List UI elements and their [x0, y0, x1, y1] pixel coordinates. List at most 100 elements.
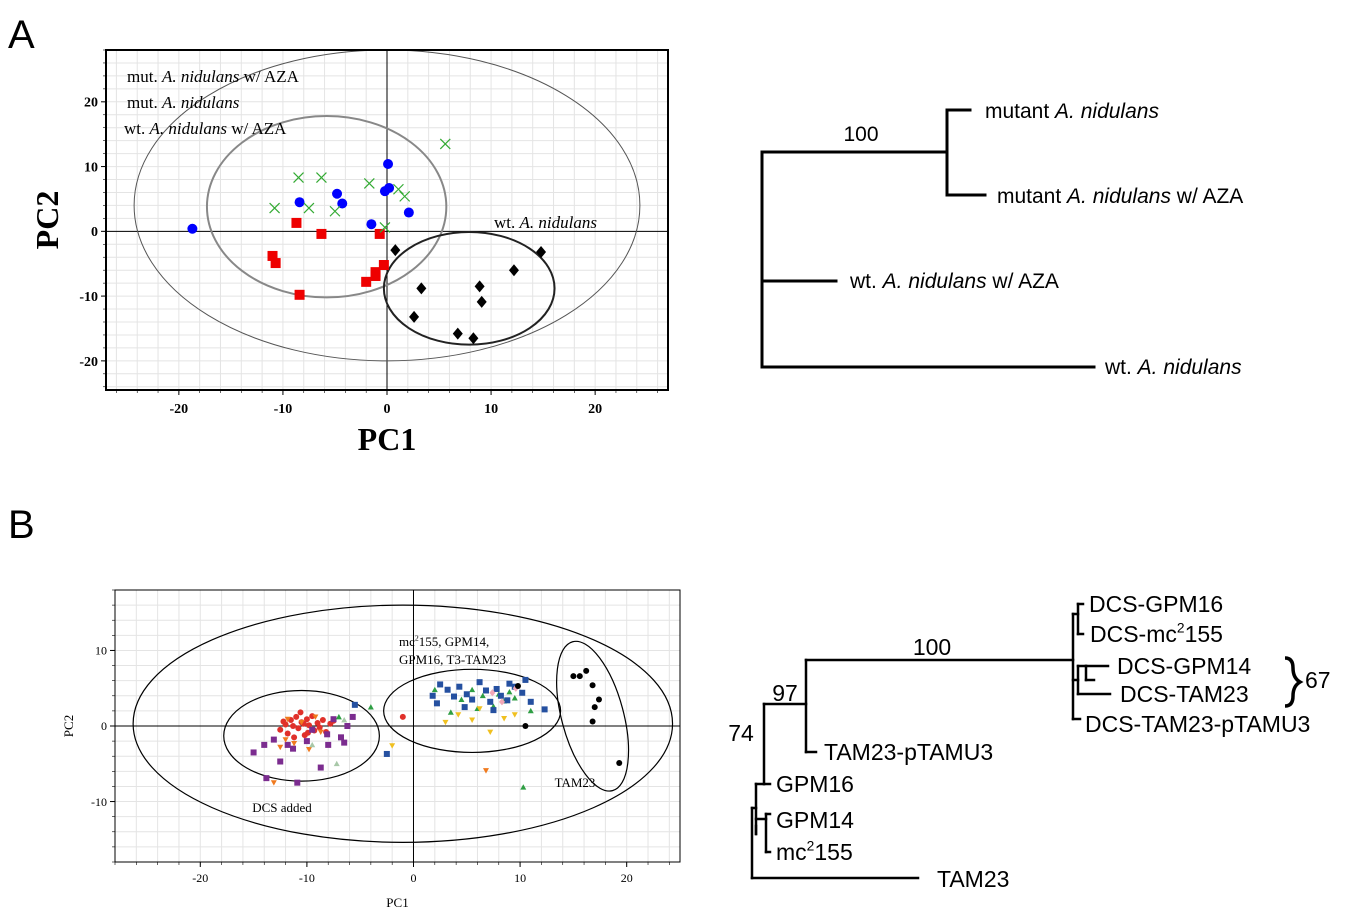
data-point-tri_down	[389, 743, 396, 749]
bootstrap-value: 67	[1305, 667, 1331, 693]
data-point-circle	[403, 207, 414, 218]
bootstrap-value: 100	[913, 634, 951, 660]
data-point-square	[309, 726, 316, 733]
data-point-square	[506, 680, 513, 687]
data-point-square	[490, 707, 497, 714]
x-tick-label: 20	[588, 402, 602, 417]
data-point-circle	[595, 696, 602, 703]
x-axis-label: PC1	[358, 421, 417, 457]
data-point-square	[303, 738, 310, 745]
data-point-square	[451, 693, 457, 700]
data-point-square	[338, 734, 344, 741]
data-point-square	[290, 745, 297, 752]
confidence-ellipse-3	[556, 640, 630, 792]
data-point-tri_down	[482, 768, 489, 774]
data-point-x	[379, 222, 391, 233]
tree-a	[760, 108, 1096, 369]
data-point-tri_down	[476, 706, 483, 712]
data-point-square	[541, 706, 548, 713]
data-point-square	[291, 217, 302, 228]
data-point-square	[325, 741, 332, 748]
data-point-square	[344, 723, 351, 729]
y-tick-label: -10	[91, 795, 107, 809]
tree-leaf-label: mc2155	[776, 838, 853, 865]
y-tick-label: -20	[79, 355, 98, 370]
data-point-tri_down	[501, 716, 508, 722]
group-label-wt: wt. A. nidulans	[494, 213, 597, 232]
confidence-ellipse-2	[383, 668, 562, 754]
tree-leaf-label: DCS-GPM16	[1089, 591, 1223, 617]
bootstrap-value: 97	[772, 680, 798, 706]
data-point-triangle	[520, 784, 527, 790]
tree-leaf-label: TAM23-pTAMU3	[824, 739, 993, 765]
confidence-ellipse-0	[132, 604, 674, 843]
data-point-square	[476, 679, 483, 686]
data-point-triangle	[367, 704, 374, 710]
y-tick-label: 10	[95, 644, 107, 658]
data-point-square	[263, 775, 270, 782]
data-point-square	[429, 692, 436, 699]
data-point-square	[378, 260, 389, 271]
tree-leaf-label: GPM14	[776, 807, 854, 833]
tree-leaf-label: wt. A. nidulans	[1104, 356, 1242, 379]
tree-leaf-label: mutant A. nidulans	[985, 100, 1159, 123]
data-point-tri_down	[312, 714, 319, 720]
data-point-circle	[306, 722, 313, 729]
A_pca-plot	[101, 49, 669, 395]
data-point-diamond	[416, 282, 427, 295]
data-point-triangle	[341, 716, 348, 723]
data-point-circle	[570, 673, 577, 680]
data-point-circle	[522, 723, 529, 729]
data-point-tri_down	[277, 744, 284, 751]
data-point-circle	[294, 197, 305, 208]
data-point-triangle	[479, 692, 486, 699]
data-point-square	[444, 686, 451, 693]
data-point-x	[363, 177, 375, 189]
data-point-circle	[384, 182, 395, 193]
y-axis-label: PC2	[61, 715, 76, 737]
legend-text: mut. A. nidulans w/ AZA	[127, 67, 300, 86]
data-point-circle	[314, 719, 321, 726]
data-point-square	[433, 700, 440, 707]
data-point-square	[277, 758, 284, 765]
bracket-67	[1284, 656, 1304, 708]
data-point-tri_down	[306, 747, 313, 753]
data-point-square	[497, 692, 504, 699]
data-point-diamond	[476, 295, 487, 308]
data-point-x	[393, 183, 404, 195]
data-point-diamond	[390, 244, 401, 257]
data-point-square	[370, 271, 381, 282]
data-point-circle	[280, 718, 287, 725]
data-point-diamond	[498, 698, 505, 706]
data-point-circle	[589, 682, 596, 689]
data-point-triangle	[527, 707, 534, 714]
bootstrap-value: 74	[728, 720, 754, 746]
data-point-tri_down	[284, 716, 291, 723]
tree-leaf-label: DCS-TAM23-pTAMU3	[1085, 711, 1310, 737]
data-point-tri_down	[298, 719, 305, 726]
data-point-square	[324, 731, 331, 738]
legend-text: wt. A. nidulans w/ AZA	[124, 119, 287, 138]
data-point-square	[487, 698, 494, 705]
tree-leaf-label: DCS-GPM14	[1117, 653, 1251, 679]
data-point-tri_down	[511, 712, 518, 718]
data-point-circle	[290, 723, 297, 729]
data-point-square	[504, 697, 511, 704]
data-point-diamond	[536, 246, 547, 259]
confidence-ellipse-1	[223, 689, 380, 782]
x-tick-label: 10	[514, 871, 526, 885]
data-point-x	[439, 138, 451, 150]
group-label-mix: mc2155, GPM14,	[399, 634, 489, 649]
data-point-square	[527, 698, 534, 705]
data-point-square	[522, 676, 529, 683]
tree-leaf-label: TAM23	[937, 866, 1009, 892]
x-tick-label: 0	[384, 402, 391, 417]
legend-text: mut. A. nidulans	[127, 93, 240, 112]
data-point-triangle	[469, 686, 476, 693]
data-point-square	[493, 685, 500, 692]
data-point-diamond	[512, 684, 519, 692]
data-point-circle	[576, 673, 583, 680]
data-point-circle	[316, 724, 323, 731]
data-point-tri_down	[487, 729, 494, 736]
